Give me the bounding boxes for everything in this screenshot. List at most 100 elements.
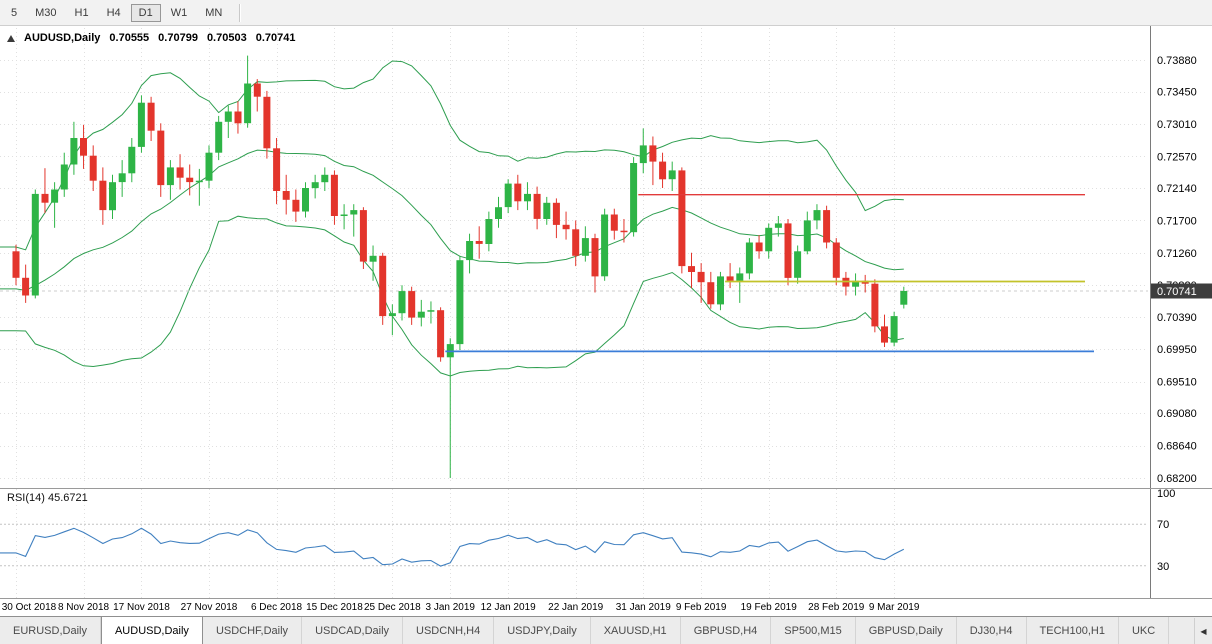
candle bbox=[302, 182, 309, 218]
symbol-tab-eurusd-daily[interactable]: EURUSD,Daily bbox=[0, 617, 101, 644]
symbol-tab-xauusd-h1[interactable]: XAUUSD,H1 bbox=[591, 617, 681, 644]
candle bbox=[852, 273, 860, 296]
candle bbox=[253, 79, 261, 112]
date-axis[interactable]: 30 Oct 2018 8 Nov 2018 17 Nov 2018 27 Nov 2… bbox=[0, 598, 1212, 616]
candle bbox=[22, 264, 30, 303]
candle bbox=[475, 226, 483, 259]
main-chart-svg[interactable]: 0.73880 0.73450 0.73010 0.72570 0.72140 0.717… bbox=[0, 26, 1212, 488]
tab-scroll-left-icon[interactable]: ◀ bbox=[1194, 618, 1212, 644]
candle bbox=[514, 174, 522, 211]
candle bbox=[717, 271, 724, 311]
candle bbox=[176, 154, 184, 190]
timeframe-button-d1[interactable]: D1 bbox=[130, 3, 161, 22]
timeframe-button-w1[interactable]: W1 bbox=[170, 6, 188, 19]
candle bbox=[417, 299, 425, 327]
candle bbox=[736, 267, 744, 303]
candle bbox=[524, 182, 531, 211]
symbol-tab-sp500-m15[interactable]: SP500,M15 bbox=[771, 617, 856, 644]
date-tick-label: 3 Jan 2019 bbox=[425, 602, 476, 613]
candle bbox=[244, 55, 252, 128]
candle bbox=[581, 226, 589, 262]
candle bbox=[533, 186, 541, 230]
candle bbox=[195, 168, 203, 206]
main-chart-area[interactable]: 0.73880 0.73450 0.73010 0.72570 0.72140 0.717… bbox=[0, 26, 1212, 488]
candle bbox=[543, 196, 551, 225]
candle bbox=[292, 189, 300, 222]
candle bbox=[688, 252, 695, 289]
date-tick-label: 25 Dec 2018 bbox=[363, 602, 421, 613]
timeframe-button-5[interactable]: 5 bbox=[11, 6, 18, 19]
candle bbox=[446, 338, 454, 478]
date-tick-label: 19 Feb 2019 bbox=[740, 602, 797, 613]
candle bbox=[697, 263, 705, 303]
date-tick-label: 17 Nov 2018 bbox=[113, 602, 170, 613]
candle bbox=[60, 152, 68, 197]
symbol-tab-tech100-h1[interactable]: TECH100,H1 bbox=[1027, 617, 1119, 644]
candle bbox=[186, 164, 194, 196]
date-tick-label: 9 Mar 2019 bbox=[868, 602, 920, 613]
symbol-tab-gbpusd-daily[interactable]: GBPUSD,Daily bbox=[856, 617, 957, 644]
date-tick-label: 30 Oct 2018 bbox=[1, 602, 57, 613]
candle bbox=[601, 208, 609, 281]
candle bbox=[871, 279, 879, 333]
candle bbox=[649, 136, 657, 186]
symbol-tab-dj30-h4[interactable]: DJ30,H4 bbox=[957, 617, 1027, 644]
candle bbox=[273, 138, 281, 205]
svg-text:0.70741: 0.70741 bbox=[1157, 286, 1197, 298]
candle bbox=[12, 244, 20, 286]
symbol-tab-usdcnh-h4[interactable]: USDCNH,H4 bbox=[403, 617, 495, 644]
svg-text:0.69950: 0.69950 bbox=[1157, 344, 1197, 356]
candle bbox=[359, 207, 367, 269]
candle bbox=[224, 105, 232, 138]
candle bbox=[659, 152, 667, 188]
svg-text:0.73880: 0.73880 bbox=[1157, 55, 1197, 67]
candle bbox=[330, 170, 338, 225]
candle bbox=[572, 220, 580, 267]
svg-text:0.73010: 0.73010 bbox=[1157, 119, 1197, 131]
candle bbox=[369, 245, 377, 281]
symbol-tabbar: EURUSD,Daily AUDUSD,Daily USDCHF,Daily USDC… bbox=[0, 616, 1212, 644]
candle bbox=[803, 211, 811, 255]
candle bbox=[774, 216, 782, 237]
bollinger-lower-band bbox=[0, 215, 904, 377]
timeframe-button-h4[interactable]: H4 bbox=[106, 6, 121, 19]
date-tick-label: 22 Jan 2019 bbox=[548, 602, 604, 613]
candle bbox=[466, 233, 474, 274]
timeframe-button-m30[interactable]: M30 bbox=[35, 6, 57, 19]
symbol-tab-gbpusd-h4[interactable]: GBPUSD,H4 bbox=[681, 617, 772, 644]
candle bbox=[726, 263, 734, 289]
main-grid-layer bbox=[0, 28, 1148, 484]
symbol-tab-usdchf-daily[interactable]: USDCHF,Daily bbox=[203, 617, 303, 644]
symbol-tab-usdcad-daily[interactable]: USDCAD,Daily bbox=[302, 617, 404, 644]
symbol-tab-ukc[interactable]: UKC bbox=[1119, 617, 1170, 644]
candle bbox=[166, 160, 174, 200]
svg-text:0.72140: 0.72140 bbox=[1157, 183, 1197, 195]
symbol-tab-usdjpy-daily[interactable]: USDJPY,Daily bbox=[494, 617, 591, 644]
candle bbox=[234, 101, 242, 134]
candle bbox=[205, 145, 213, 188]
candle bbox=[80, 124, 87, 169]
candle bbox=[456, 255, 464, 350]
svg-text:0.73450: 0.73450 bbox=[1157, 87, 1197, 99]
symbol-tab-audusd-daily[interactable]: AUDUSD,Daily bbox=[100, 617, 203, 644]
candle bbox=[109, 174, 116, 219]
candle bbox=[31, 189, 39, 299]
svg-text:0.71700: 0.71700 bbox=[1157, 215, 1197, 227]
candle bbox=[340, 204, 348, 230]
date-tick-label: 12 Jan 2019 bbox=[480, 602, 536, 613]
candle bbox=[427, 301, 435, 324]
candle bbox=[89, 145, 97, 191]
candle bbox=[128, 138, 136, 183]
candle bbox=[861, 274, 869, 293]
date-tick-label: 31 Jan 2019 bbox=[615, 602, 671, 613]
candle bbox=[282, 174, 290, 215]
candle bbox=[832, 238, 840, 286]
candle bbox=[321, 167, 329, 191]
svg-text:0.71260: 0.71260 bbox=[1157, 248, 1197, 260]
rsi-indicator-panel[interactable]: 100 70 30 RSI(14) 45.6721 bbox=[0, 488, 1212, 598]
candle bbox=[842, 271, 850, 296]
timeframe-button-mn[interactable]: MN bbox=[205, 6, 223, 19]
timeframe-button-h1[interactable]: H1 bbox=[74, 6, 89, 19]
price-axis-labels: 0.73880 0.73450 0.73010 0.72570 0.72140 0.717… bbox=[1157, 55, 1197, 485]
